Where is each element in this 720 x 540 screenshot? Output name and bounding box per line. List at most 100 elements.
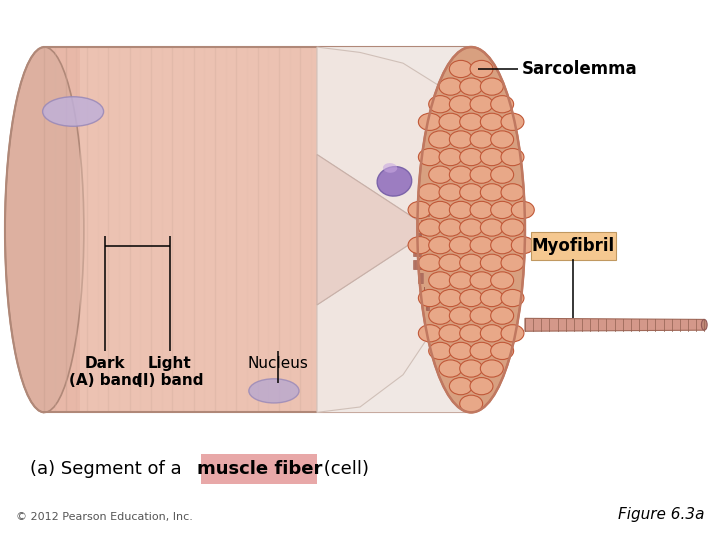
Polygon shape (419, 246, 420, 256)
Circle shape (428, 272, 451, 289)
Circle shape (439, 78, 462, 95)
Polygon shape (413, 260, 414, 269)
Circle shape (480, 254, 503, 272)
Circle shape (459, 360, 482, 377)
Circle shape (459, 395, 482, 413)
Polygon shape (415, 260, 416, 269)
Polygon shape (81, 47, 400, 413)
Polygon shape (45, 47, 471, 413)
Circle shape (459, 78, 482, 95)
Polygon shape (317, 47, 471, 413)
Circle shape (490, 342, 513, 360)
Ellipse shape (5, 47, 84, 413)
Text: Figure 6.3a: Figure 6.3a (618, 508, 704, 523)
Polygon shape (417, 246, 418, 256)
Ellipse shape (418, 47, 525, 413)
Ellipse shape (377, 167, 412, 196)
Polygon shape (420, 246, 421, 256)
Circle shape (418, 184, 441, 201)
Polygon shape (416, 246, 417, 256)
Circle shape (408, 237, 431, 254)
Polygon shape (421, 206, 422, 216)
Circle shape (459, 289, 482, 307)
Circle shape (459, 219, 482, 236)
Polygon shape (418, 260, 420, 269)
Polygon shape (424, 206, 425, 216)
Ellipse shape (42, 97, 104, 126)
Circle shape (459, 325, 482, 342)
Polygon shape (423, 206, 424, 216)
Circle shape (428, 342, 451, 360)
Ellipse shape (249, 379, 299, 403)
Circle shape (470, 60, 493, 78)
Circle shape (428, 201, 451, 219)
Circle shape (470, 377, 493, 395)
Circle shape (480, 78, 503, 95)
Circle shape (439, 148, 462, 166)
Circle shape (428, 166, 451, 183)
Circle shape (480, 184, 503, 201)
Polygon shape (415, 246, 416, 256)
Polygon shape (420, 260, 422, 269)
Text: Light
(I) band: Light (I) band (136, 356, 204, 388)
Circle shape (449, 307, 472, 324)
Polygon shape (418, 246, 419, 256)
Circle shape (470, 342, 493, 360)
Circle shape (470, 96, 493, 113)
Polygon shape (414, 246, 415, 256)
Circle shape (470, 166, 493, 183)
Ellipse shape (383, 163, 397, 173)
Circle shape (439, 254, 462, 272)
Circle shape (439, 113, 462, 131)
Circle shape (490, 166, 513, 183)
Circle shape (449, 342, 472, 360)
Circle shape (449, 377, 472, 395)
FancyBboxPatch shape (202, 454, 317, 484)
Circle shape (418, 219, 441, 236)
Circle shape (480, 148, 503, 166)
Circle shape (490, 96, 513, 113)
Circle shape (511, 237, 534, 254)
Circle shape (501, 289, 524, 307)
Circle shape (501, 254, 524, 272)
Circle shape (439, 289, 462, 307)
Circle shape (428, 96, 451, 113)
FancyBboxPatch shape (531, 232, 616, 260)
Circle shape (459, 113, 482, 131)
Polygon shape (416, 260, 418, 269)
Text: (cell): (cell) (318, 460, 369, 478)
Polygon shape (413, 246, 414, 256)
Circle shape (501, 184, 524, 201)
Polygon shape (425, 206, 426, 216)
Circle shape (449, 96, 472, 113)
Polygon shape (317, 154, 432, 305)
Polygon shape (426, 206, 427, 216)
Text: Myofibril: Myofibril (532, 238, 615, 255)
Circle shape (511, 201, 534, 219)
Circle shape (439, 360, 462, 377)
Circle shape (418, 254, 441, 272)
Circle shape (490, 201, 513, 219)
Text: (a) Segment of a: (a) Segment of a (30, 460, 187, 478)
Polygon shape (525, 319, 704, 331)
Circle shape (439, 219, 462, 236)
Ellipse shape (701, 320, 707, 330)
Circle shape (439, 325, 462, 342)
Polygon shape (427, 206, 428, 216)
Circle shape (490, 307, 513, 324)
Circle shape (428, 237, 451, 254)
Circle shape (480, 219, 503, 236)
Circle shape (480, 325, 503, 342)
Circle shape (449, 237, 472, 254)
Circle shape (490, 272, 513, 289)
Circle shape (480, 113, 503, 131)
Circle shape (418, 289, 441, 307)
Circle shape (480, 289, 503, 307)
Text: Nucleus: Nucleus (247, 356, 308, 371)
Circle shape (459, 254, 482, 272)
Circle shape (439, 184, 462, 201)
Circle shape (408, 201, 431, 219)
Circle shape (501, 219, 524, 236)
Circle shape (449, 60, 472, 78)
Circle shape (449, 166, 472, 183)
